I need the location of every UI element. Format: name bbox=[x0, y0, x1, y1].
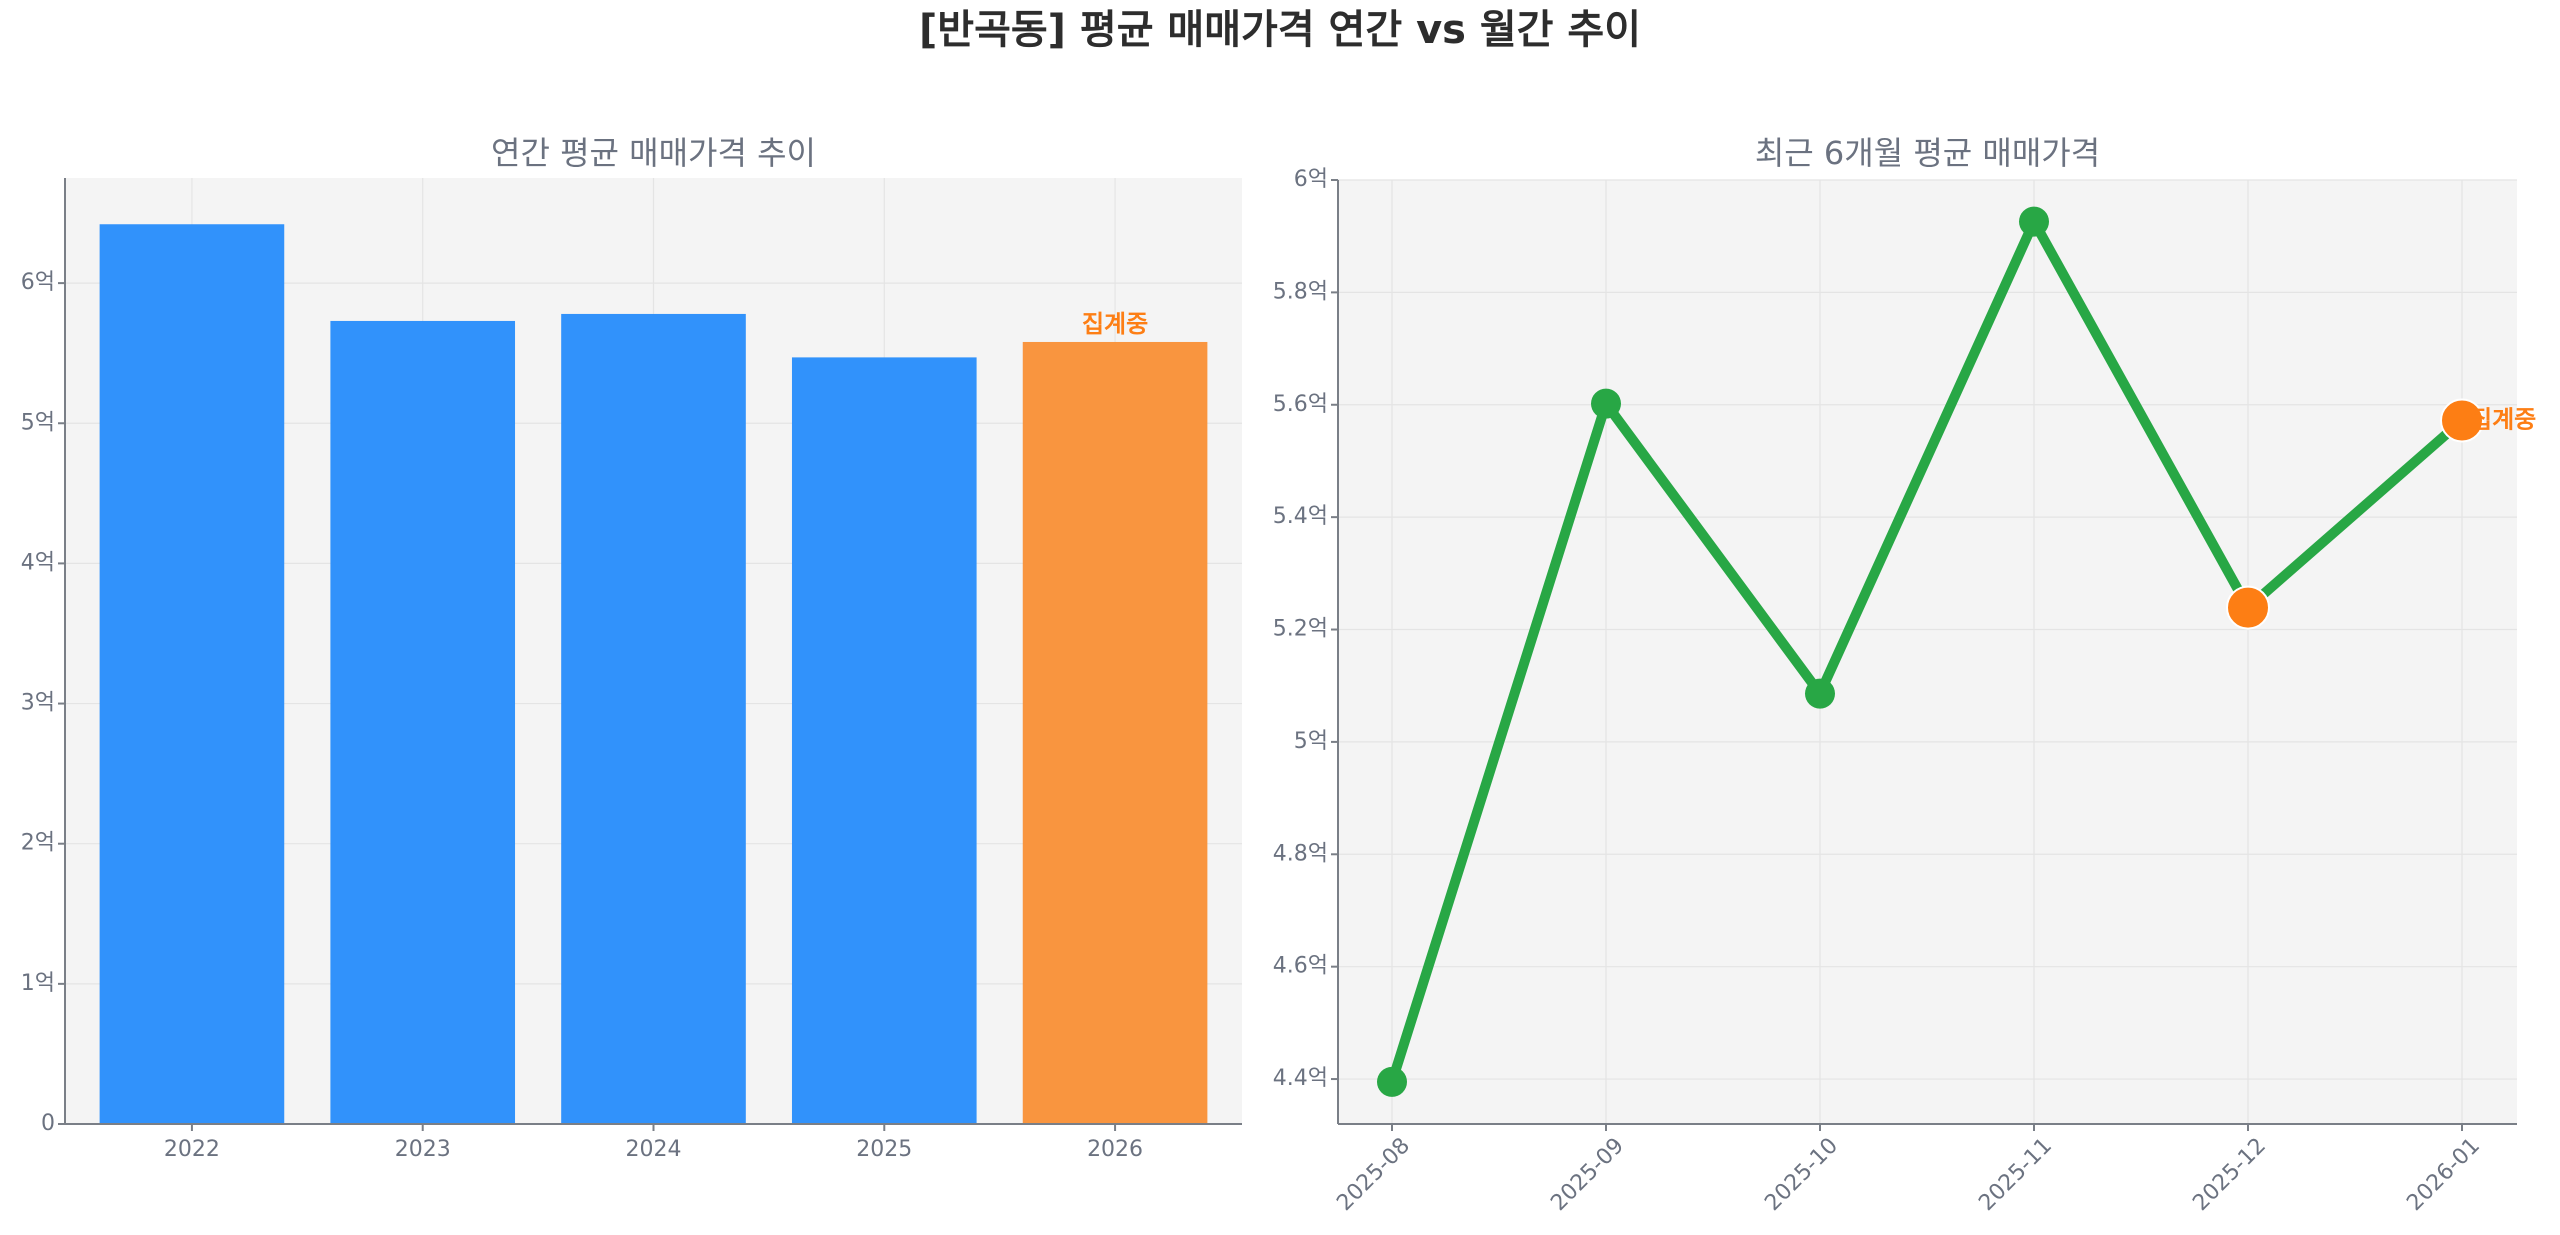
bar-2026 bbox=[1022, 341, 1208, 1124]
plot-background bbox=[1338, 180, 2517, 1124]
y-tick-label: 3억 bbox=[21, 691, 55, 716]
x-tick-label: 2025-08 bbox=[1332, 1133, 1415, 1216]
data-point-2025-08 bbox=[1377, 1066, 1407, 1097]
y-tick-label: 5.2억 bbox=[1273, 617, 1328, 642]
x-tick-label: 2025-09 bbox=[1546, 1133, 1629, 1216]
data-point-2025-09 bbox=[1591, 388, 1621, 419]
x-tick-label: 2026 bbox=[1087, 1137, 1143, 1162]
figure-title: [반곡동] 평균 매매가격 연간 vs 월간 추이 bbox=[919, 7, 1641, 53]
data-point-2026-01 bbox=[2440, 398, 2484, 443]
x-tick-label: 2025-12 bbox=[2188, 1133, 2271, 1216]
y-tick-label: 4.6억 bbox=[1273, 954, 1328, 979]
y-tick-label: 0 bbox=[41, 1111, 55, 1136]
bar-2025 bbox=[791, 357, 977, 1124]
y-tick-label: 5.4억 bbox=[1273, 504, 1328, 529]
series-line bbox=[1387, 216, 2466, 1084]
data-point-2025-11 bbox=[2019, 206, 2049, 237]
y-tick-label: 1억 bbox=[21, 971, 55, 996]
y-tick-label: 6억 bbox=[1294, 167, 1328, 192]
y-tick-label: 5억 bbox=[1294, 729, 1328, 754]
y-tick-label: 6억 bbox=[21, 270, 55, 295]
annotation-label: 집계중 bbox=[1082, 310, 1148, 338]
x-tick-label: 2025-10 bbox=[1760, 1133, 1843, 1216]
data-point-2025-12 bbox=[2226, 585, 2270, 630]
x-tick-label: 2022 bbox=[164, 1137, 220, 1162]
y-tick-label: 5.8억 bbox=[1273, 279, 1328, 304]
bar-2022 bbox=[99, 224, 285, 1124]
y-tick-label: 4.4억 bbox=[1273, 1066, 1328, 1091]
chart-title: 연간 평균 매매가격 추이 bbox=[491, 134, 816, 172]
y-tick-label: 4.8억 bbox=[1273, 841, 1328, 866]
x-tick-label: 2024 bbox=[626, 1137, 682, 1162]
x-tick-label: 2025-11 bbox=[1974, 1133, 2057, 1216]
y-tick-label: 5.6억 bbox=[1273, 392, 1328, 417]
y-tick-label: 4억 bbox=[21, 550, 55, 575]
chart-title: 최근 6개월 평균 매매가격 bbox=[1755, 134, 2100, 172]
x-tick-label: 2023 bbox=[395, 1137, 451, 1162]
bar-2023 bbox=[330, 320, 516, 1124]
annotation-label: 집계중 bbox=[2470, 405, 2536, 433]
annual-bar-chart: 0 1억 2억 3억 4억 5억 6억 2022 2023 2024 2025 2026 집계중 연간 평… bbox=[21, 134, 1242, 1162]
data-point-2025-10 bbox=[1805, 678, 1835, 709]
x-tick-label: 2025 bbox=[856, 1137, 912, 1162]
y-tick-label: 2억 bbox=[21, 831, 55, 856]
y-tick-label: 5억 bbox=[21, 410, 55, 435]
x-tick-label: 2026-01 bbox=[2402, 1133, 2485, 1216]
bar-2024 bbox=[561, 313, 746, 1124]
monthly-line-chart: 4.4억 4.6억 4.8억 5억 5.2억 5.4억 5.6억 5.8억 6억 2025-08 2… bbox=[1273, 134, 2536, 1216]
